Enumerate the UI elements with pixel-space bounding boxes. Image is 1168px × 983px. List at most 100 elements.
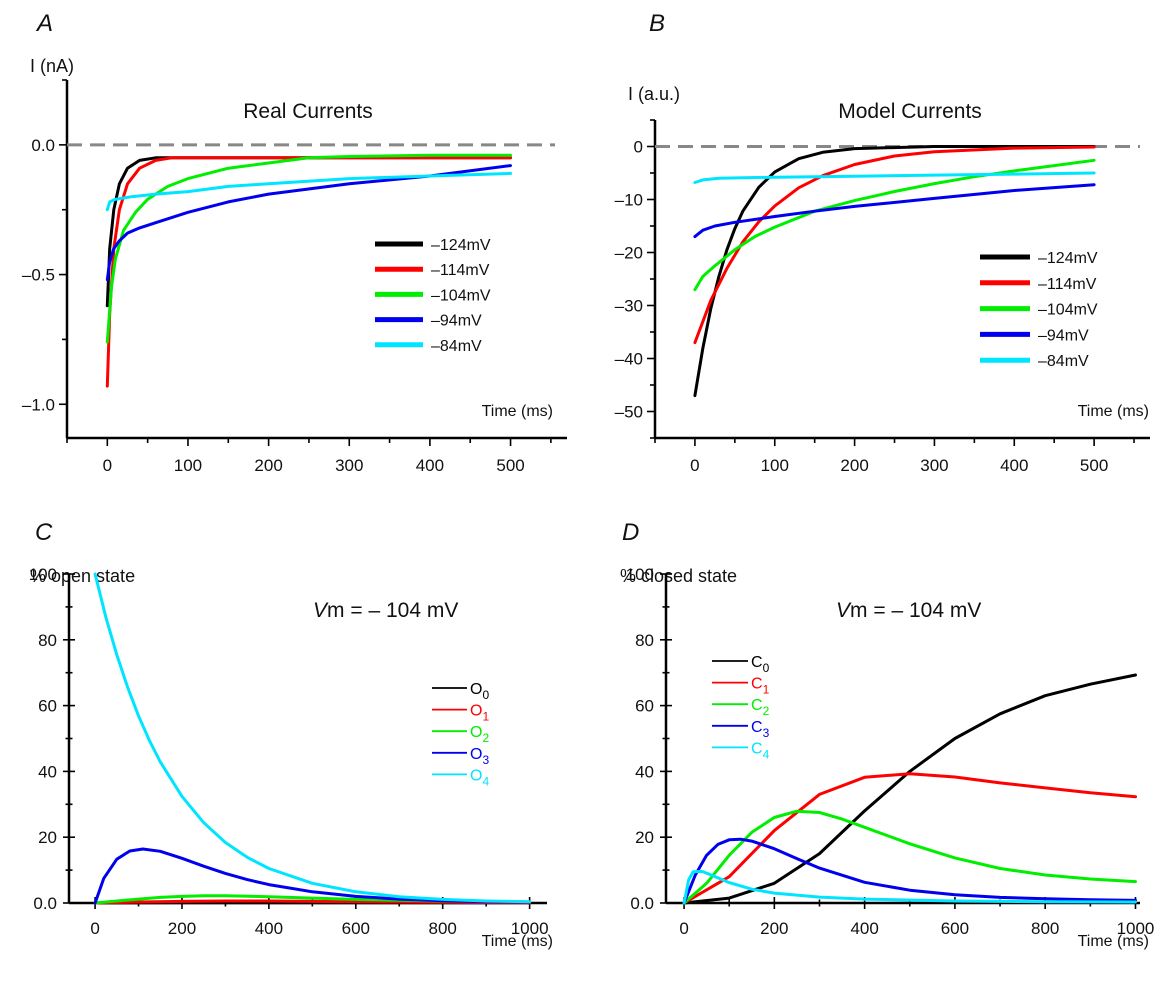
legend-label: O0 [470, 681, 489, 702]
y-tick-label: 100 [29, 565, 57, 584]
series-line [693, 145, 1096, 398]
x-axis-label: Time (ms) [1078, 933, 1149, 950]
series-line [93, 894, 532, 905]
series-line [693, 158, 1096, 292]
y-tick-label: –50 [615, 403, 643, 422]
legend-label: C0 [751, 654, 770, 675]
x-tick-label: 200 [168, 919, 196, 938]
legend-label: C4 [751, 740, 770, 761]
legend-name: C [751, 654, 763, 671]
series-line [693, 171, 1096, 184]
x-tick-label: 600 [941, 919, 969, 938]
series-line [105, 153, 512, 344]
y-tick-label: –40 [615, 350, 643, 369]
x-tick-label: 0 [90, 919, 99, 938]
legend-label: –124mV [1038, 250, 1098, 267]
y-tick-label: 60 [635, 697, 654, 716]
legend-label: –84mV [1038, 353, 1089, 370]
legend-label: –94mV [431, 313, 482, 330]
x-tick-label: 0 [679, 919, 688, 938]
legend-name: –84mV [1038, 353, 1089, 370]
legend-subscript: 2 [482, 731, 489, 745]
legend-name: –114mV [1038, 276, 1097, 293]
y-tick-label: 20 [635, 828, 654, 847]
x-tick-label: 400 [850, 919, 878, 938]
x-tick-label: 200 [840, 456, 868, 475]
legend-subscript: 1 [482, 710, 489, 724]
legend-label: O1 [470, 703, 489, 724]
series-line [682, 772, 1137, 905]
legend-name: –124mV [431, 237, 491, 254]
y-tick-label: –10 [615, 191, 643, 210]
x-tick-label: 200 [760, 919, 788, 938]
series-line [105, 164, 512, 282]
y-tick-label: 60 [38, 697, 57, 716]
series-line [682, 673, 1137, 905]
x-axis-label: Time (ms) [1078, 403, 1149, 420]
legend-name: C [751, 697, 763, 714]
legend-name: –104mV [1038, 302, 1098, 319]
series-line [682, 809, 1137, 905]
legend-subscript: 2 [763, 704, 770, 718]
y-tick-label: 0 [634, 138, 643, 157]
series-line [93, 847, 532, 905]
y-axis-label: I (nA) [30, 56, 74, 76]
legend-label: O3 [470, 746, 489, 767]
y-tick-label: –0.5 [22, 266, 55, 285]
legend-label: –104mV [1038, 302, 1098, 319]
chart-panel-b: B I (a.u.) Model Currents 0 100 200 300 400 500 0… [615, 10, 1150, 475]
x-tick-label: 800 [429, 919, 457, 938]
y-tick-label: 80 [38, 631, 57, 650]
series-line [682, 837, 1137, 905]
y-tick-label: 80 [635, 631, 654, 650]
legend-label: C1 [751, 676, 770, 697]
x-tick-label: 0 [103, 456, 112, 475]
series-line [693, 145, 1096, 345]
title-italic-part: V [313, 599, 329, 622]
y-tick-label: –20 [615, 244, 643, 263]
series-line [693, 183, 1096, 239]
legend-name: C [751, 719, 763, 736]
legend-name: O [470, 767, 482, 784]
y-tick-label: 40 [38, 762, 57, 781]
legend-label: C2 [751, 697, 770, 718]
legend-name: O [470, 746, 482, 763]
legend-subscript: 1 [763, 683, 770, 697]
title-rest: m = – 104 mV [327, 599, 458, 622]
legend: –124mV –114mV –104mV –94mV –84mV [980, 250, 1098, 370]
legend-name: C [751, 676, 763, 693]
legend-name: –94mV [1038, 327, 1089, 344]
legend-label: O2 [470, 724, 489, 745]
x-tick-label: 400 [416, 456, 444, 475]
legend-label: –114mV [1038, 276, 1097, 293]
legend-name: O [470, 703, 482, 720]
x-tick-label: 600 [342, 919, 370, 938]
legend-subscript: 0 [763, 661, 770, 675]
x-tick-label: 400 [255, 919, 283, 938]
legend-label: C3 [751, 719, 770, 740]
legend-subscript: 4 [763, 747, 770, 761]
title-rest: m = – 104 mV [850, 599, 981, 622]
x-tick-label: 1000 [1117, 919, 1155, 938]
legend-name: O [470, 681, 482, 698]
legend-subscript: 4 [482, 774, 489, 788]
x-tick-label: 500 [496, 456, 524, 475]
x-tick-label: 0 [690, 456, 699, 475]
legend-name: –84mV [431, 338, 482, 355]
legend-name: –94mV [431, 313, 482, 330]
chart-title: Model Currents [838, 100, 982, 123]
x-tick-label: 1000 [511, 919, 549, 938]
x-tick-label: 200 [254, 456, 282, 475]
chart-title: Real Currents [243, 100, 373, 123]
legend: –124mV –114mV –104mV –94mV –84mV [375, 237, 491, 355]
legend-label: –124mV [431, 237, 491, 254]
title-italic-part: V [836, 599, 852, 622]
legend-label: –104mV [431, 287, 491, 304]
y-axis-label: % open state [30, 566, 135, 586]
x-tick-label: 100 [174, 456, 202, 475]
legend-label: –94mV [1038, 327, 1089, 344]
x-tick-label: 300 [920, 456, 948, 475]
legend-label: O4 [470, 767, 489, 788]
y-tick-label: –30 [615, 297, 643, 316]
y-tick-label: 0.0 [31, 136, 55, 155]
